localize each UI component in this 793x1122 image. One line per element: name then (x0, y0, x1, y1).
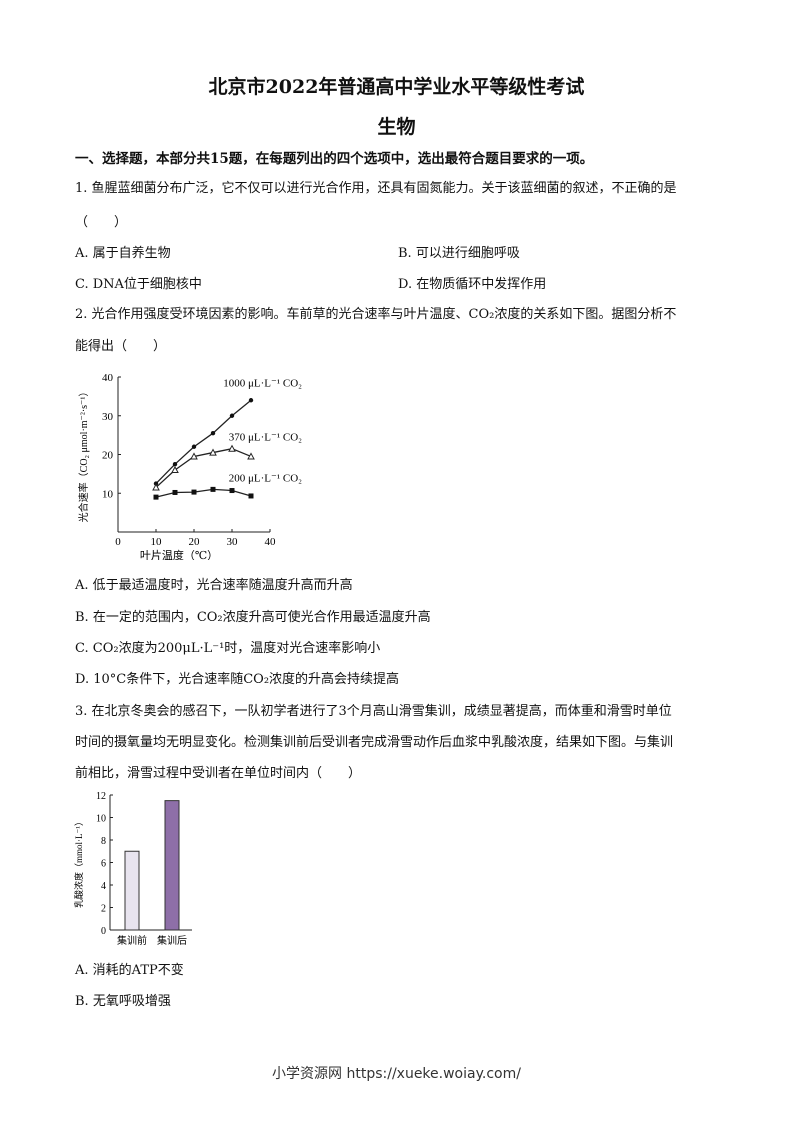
data-point (248, 493, 254, 499)
y-tick-label: 0 (101, 926, 106, 937)
q1-option-b: B. 可以进行细胞呼吸 (398, 246, 520, 261)
y-tick-label: 40 (102, 372, 114, 384)
photosynthesis-line-chart: 0 10 20 30 40 10 20 30 40 叶片温度（℃） 光合速率（CO₂ μmol·m⁻… (77, 372, 302, 560)
series-label: 1000 μL·L⁻¹ CO₂ (223, 377, 302, 389)
q2-stem-line2: 能得出（ ） (75, 339, 167, 354)
q1-blank: （ ） (75, 215, 128, 230)
q1-stem: 1. 鱼腥蓝细菌分布广泛，它不仅可以进行光合作用，还具有固氮能力。关于该蓝细菌的… (75, 181, 677, 196)
y-tick-label: 4 (101, 881, 106, 892)
series-label: 370 μL·L⁻¹ CO₂ (229, 432, 302, 444)
x-tick-label: 集训前 (117, 934, 147, 947)
data-point (172, 489, 178, 495)
subject-title: 生物 (377, 116, 416, 138)
q1-option-d: D. 在物质循环中发挥作用 (398, 277, 547, 292)
x-tick-label: 10 (151, 536, 163, 548)
x-tick-label: 集训后 (157, 934, 187, 947)
y-tick-label: 30 (102, 411, 114, 423)
data-point (190, 452, 198, 460)
x-tick-label: 40 (265, 536, 277, 548)
y-tick-label: 6 (101, 859, 106, 870)
exam-title: 北京市2022年普通高中学业水平等级性考试 (208, 76, 585, 98)
data-point (172, 461, 178, 467)
y-axis-label: 光合速率（CO₂ μmol·m⁻²·s⁻¹） (77, 387, 90, 523)
footer-watermark: 小学资源网 https://xueke.woiay.com/ (272, 1066, 521, 1082)
x-tick-label: 30 (227, 536, 239, 548)
data-point (247, 452, 255, 460)
lactate-bar-chart: 0 2 4 6 8 10 12 乳酸浓度（mmol·L⁻¹） 集训前 集训后 (73, 791, 192, 947)
y-tick-label: 12 (96, 791, 106, 802)
data-point (228, 444, 236, 452)
data-point (152, 483, 160, 491)
section-heading: 一、选择题，本部分共15题，在每题列出的四个选项中，选出最符合题目要求的一项。 (75, 151, 594, 167)
y-tick-label: 8 (101, 836, 106, 847)
series-line (155, 399, 252, 485)
series-line (155, 488, 252, 498)
data-point (191, 444, 197, 449)
data-point (229, 488, 235, 494)
y-tick-label: 10 (96, 814, 106, 825)
y-tick-label: 10 (102, 488, 114, 500)
series-label: 200 μL·L⁻¹ CO₂ (229, 472, 302, 484)
q2-option-a: A. 低于最适温度时，光合速率随温度升高而升高 (75, 578, 353, 593)
q2-option-d: D. 10°C条件下，光合速率随CO₂浓度的升高会持续提高 (75, 672, 400, 687)
data-point (191, 489, 197, 495)
q3-stem-line1: 3. 在北京冬奥会的感召下，一队初学者进行了3个月高山滑雪集训，成绩显著提高，而… (75, 704, 672, 719)
x-tick-label: 20 (189, 536, 201, 548)
q3-option-b: B. 无氧呼吸增强 (75, 994, 171, 1009)
x-axis-label: 叶片温度（℃） (140, 548, 218, 560)
data-point (248, 398, 254, 403)
x-tick-label: 0 (115, 536, 121, 548)
q2-stem-line1: 2. 光合作用强度受环境因素的影响。车前草的光合速率与叶片温度、CO₂浓度的关系… (75, 307, 677, 322)
q3-option-a: A. 消耗的ATP不变 (75, 963, 184, 978)
data-point (210, 430, 216, 436)
y-tick-label: 2 (101, 904, 106, 915)
y-tick-label: 20 (102, 450, 114, 462)
bar (164, 800, 180, 931)
data-point (210, 486, 216, 492)
q2-option-b: B. 在一定的范围内，CO₂浓度升高可使光合作用最适温度升高 (75, 610, 431, 625)
data-point (171, 465, 179, 473)
q1-option-c: C. DNA位于细胞核中 (75, 277, 202, 292)
q1-option-a: A. 属于自养生物 (75, 246, 171, 261)
q3-stem-line3: 前相比，滑雪过程中受训者在单位时间内（ ） (75, 766, 362, 781)
y-axis-label: 乳酸浓度（mmol·L⁻¹） (73, 817, 84, 908)
bar (124, 850, 140, 931)
data-point (209, 448, 217, 456)
data-point (153, 494, 159, 500)
q2-option-c: C. CO₂浓度为200μL·L⁻¹时，温度对光合速率影响小 (75, 641, 381, 656)
q3-stem-line2: 时间的摄氧量均无明显变化。检测集训前后受训者完成滑雪动作后血浆中乳酸浓度，结果如… (75, 735, 674, 750)
data-point (229, 413, 235, 418)
